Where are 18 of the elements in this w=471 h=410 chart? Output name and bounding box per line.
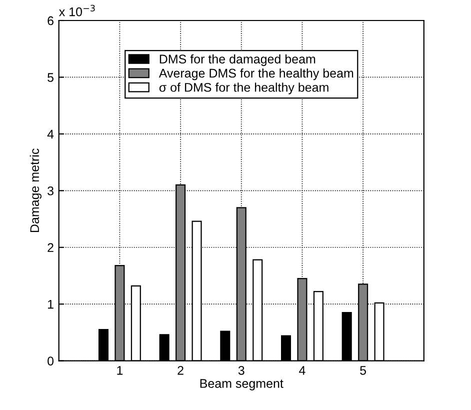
y-tick-label: 2: [48, 243, 54, 252]
y-tick-label: 6: [48, 16, 54, 26]
x-tick-label: 5: [360, 366, 366, 375]
y-tick-label: 3: [48, 186, 54, 196]
legend-label: DMS for the damaged beam: [160, 54, 316, 66]
legend-label: Average DMS for the healthy beam: [158, 68, 354, 80]
x-tick-label: 1: [117, 366, 123, 375]
text: x 10$^{−3}$: [59, 4, 95, 16]
x-tick-label: 4: [299, 366, 306, 375]
x-axis-title: Beam segment: [200, 379, 284, 390]
y-tick-label: 5: [48, 73, 54, 82]
x-tick-label: 2: [178, 366, 184, 375]
y-tick-label: 4: [47, 130, 54, 138]
x-tick-label: 3: [238, 366, 244, 375]
y-tick-label: 1: [48, 300, 54, 309]
y-axis-title: Damage metric: [30, 148, 42, 232]
legend-label: σ of DMS for the healthy beam: [159, 82, 328, 94]
y-tick-label: 0: [48, 356, 54, 366]
